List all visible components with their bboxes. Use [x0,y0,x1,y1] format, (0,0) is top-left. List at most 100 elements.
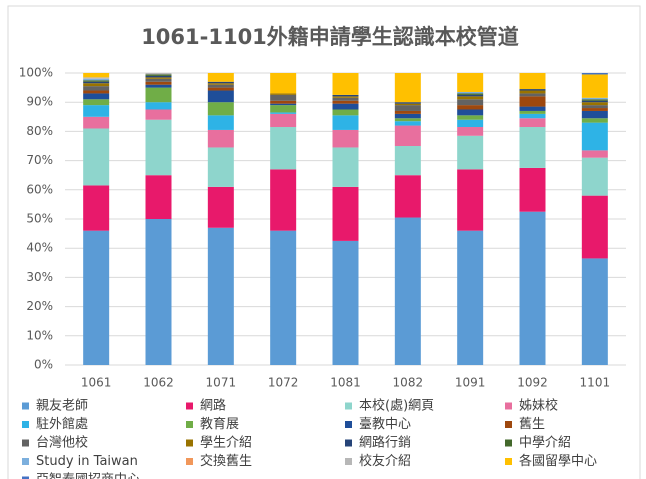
legend-swatch [22,458,29,465]
bar-segment [207,102,234,116]
bar-segment [270,127,297,170]
bar-segment [332,94,359,97]
bar-segment [270,93,297,95]
bar-segment [457,169,484,231]
bar-segment [394,73,421,103]
bar-segment [457,93,484,95]
bar-segment [519,167,546,212]
legend-label: 親友老師 [36,398,88,414]
y-tick-label: 80% [26,124,53,138]
bar-segment [394,146,421,176]
bar-segment [581,100,608,103]
bar-segment [207,81,234,84]
bar-segment [145,219,172,365]
x-tick-label: 1092 [517,376,548,390]
bar-segment [83,78,110,81]
bar-segment [332,73,359,95]
x-tick-label: 1061 [81,376,112,390]
y-tick-label: 30% [26,270,53,284]
legend-label: 交換舊生 [200,453,252,469]
bar-segment [581,122,608,151]
y-tick-label: 90% [26,95,53,109]
legend-swatch [186,421,193,428]
legend-swatch [345,421,352,428]
bar-segment [581,157,608,196]
x-tick-label: 1062 [143,376,174,390]
bar-segment [519,106,546,111]
bar-segment [145,77,172,79]
legend-label: 教育展 [200,416,239,432]
bar-segment [83,80,110,82]
legend-label: 各國留學中心 [519,453,597,469]
bar-segment [83,105,110,117]
bar-segment [83,81,110,84]
bar-segment [332,97,359,101]
bar-segment [83,99,110,106]
bar-segment [394,217,421,365]
bar-segment [207,87,234,91]
bar-segment [394,102,421,104]
bar-segment [394,125,421,146]
bar-segment [145,74,172,76]
legend-label: 中學介紹 [519,436,571,451]
x-tick-label: 1091 [455,376,486,390]
y-tick-label: 20% [26,299,53,313]
bar-segment [581,105,608,109]
bar-segment [581,74,608,98]
y-tick-label: 60% [26,182,53,196]
bar-segment [394,103,421,106]
legend-swatch [186,402,193,410]
bar-segment [145,78,172,82]
bar-segment [581,150,608,158]
bar-segment [581,108,608,111]
bar-segment [270,113,297,128]
bar-segment [83,83,110,87]
bar-segment [457,96,484,100]
y-tick-label: 70% [26,153,53,167]
x-tick-label: 1071 [206,376,237,390]
bar-segment [394,121,421,126]
y-tick-label: 100% [19,66,53,80]
bar-segment [457,119,484,128]
bar-segment [83,185,110,231]
bar-segment [207,129,234,148]
legend-label: 駐外館處 [36,417,88,432]
x-tick-label: 1081 [330,376,361,390]
legend-label: 亞智泰國招商中心 [36,473,140,479]
y-tick-label: 10% [26,328,53,342]
bar-segment [145,87,172,103]
legend-label: 校友介紹 [359,453,411,469]
legend-swatch [345,402,352,410]
bar-segment [83,128,110,186]
bar-segment [270,230,297,365]
bar-segment [332,100,359,104]
bar-segment [519,127,546,168]
bar-segment [83,90,110,94]
legend-swatch [22,421,29,428]
bar-segment [207,227,234,365]
bar-segment [270,105,297,113]
legend-swatch [186,439,193,447]
bar-segment [457,230,484,365]
legend-swatch [505,421,512,428]
bar-segment [332,147,359,187]
legend-label: 網路行銷 [359,435,411,451]
legend-label: 臺教中心 [359,416,411,432]
legend-label: Study in Taiwan [36,454,138,469]
bar-segment [332,109,359,116]
legend-swatch [22,476,29,479]
bar-segment [145,84,172,88]
bar-segment [519,110,546,114]
bar-segment [270,169,297,231]
bar-segment [581,73,608,75]
bar-segment [270,100,297,104]
bar-segment [457,73,484,92]
bar-segment [519,93,546,97]
legend-label: 姊妹校 [519,398,558,414]
bar-segment [457,109,484,116]
y-tick-label: 50% [26,212,53,226]
legend-swatch [22,439,29,447]
bar-segment [519,89,546,91]
bar-segment [145,73,172,75]
